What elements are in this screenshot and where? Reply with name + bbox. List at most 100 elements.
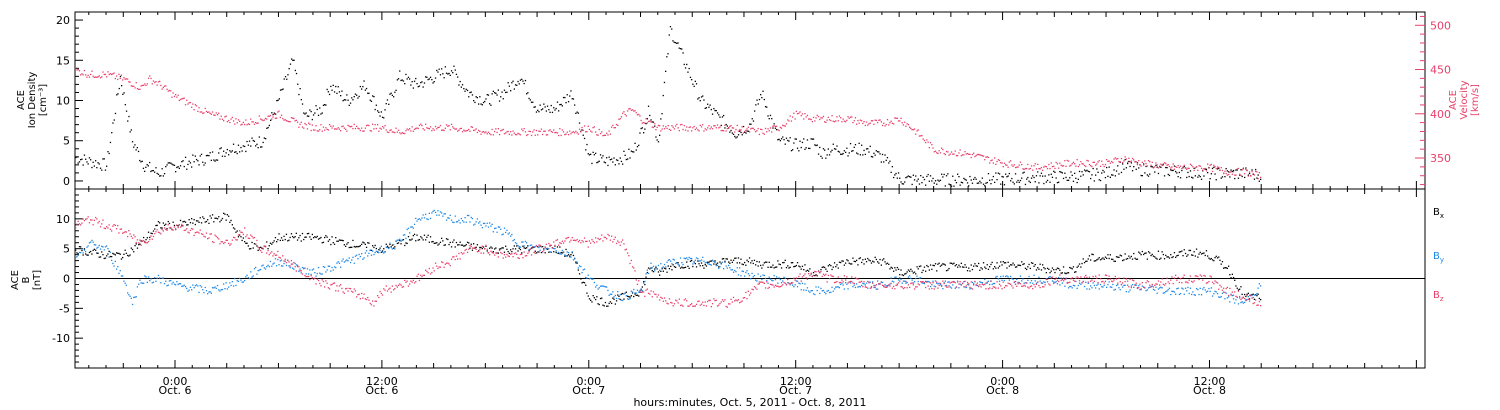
density-point — [93, 165, 95, 167]
bx-point — [868, 259, 870, 261]
density-point — [1093, 180, 1095, 182]
density-point — [698, 97, 700, 99]
density-point — [529, 99, 531, 101]
by-point — [838, 287, 841, 289]
density-point — [971, 182, 974, 184]
bx-point — [748, 257, 751, 259]
density-point — [122, 93, 124, 95]
bx-point — [161, 227, 163, 229]
density-point — [987, 173, 990, 175]
bx-point — [716, 262, 719, 264]
density-point — [622, 163, 624, 165]
bz-point — [245, 236, 247, 238]
bz-point — [819, 271, 821, 274]
velocity-point — [1138, 160, 1140, 162]
by-point — [630, 290, 632, 292]
density-point — [365, 87, 368, 90]
bx-point — [537, 246, 539, 248]
by-point — [402, 234, 405, 236]
bx-point — [723, 258, 725, 260]
by-point — [599, 285, 602, 287]
bx-point — [837, 267, 839, 269]
bx-point — [1193, 251, 1195, 253]
velocity-point — [1122, 161, 1124, 164]
density-point — [95, 160, 97, 162]
bx-point — [973, 265, 975, 267]
density-point — [150, 170, 152, 173]
velocity-point — [402, 132, 405, 134]
by-point — [178, 283, 180, 285]
density-point — [672, 40, 674, 42]
velocity-point — [372, 123, 374, 125]
by-point — [210, 292, 212, 294]
by-point — [582, 269, 584, 271]
bz-point — [165, 228, 167, 230]
by-point — [735, 271, 737, 273]
bx-point — [795, 264, 797, 267]
by-point — [932, 280, 934, 282]
bz-point — [514, 252, 517, 254]
density-point — [1209, 178, 1211, 180]
bx-point — [427, 234, 429, 236]
bx-point — [303, 238, 305, 241]
velocity-point — [218, 112, 220, 114]
bx-point — [136, 247, 139, 249]
bz-point — [205, 232, 208, 234]
density-point — [716, 112, 719, 114]
velocity-point — [156, 84, 158, 86]
velocity-point — [875, 119, 877, 122]
velocity-point — [994, 157, 996, 159]
bx-point — [1178, 251, 1180, 253]
density-point — [929, 175, 932, 177]
velocity-point — [147, 77, 150, 79]
by-point — [1114, 288, 1116, 291]
velocity-point — [521, 128, 523, 130]
by-point — [1085, 281, 1087, 283]
bz-point — [625, 248, 627, 250]
bx-point — [943, 263, 945, 265]
by-point — [1149, 286, 1151, 288]
by-point — [687, 258, 689, 261]
density-point — [172, 164, 174, 166]
velocity-point — [725, 130, 727, 132]
density-point — [232, 143, 235, 145]
bx-point — [502, 247, 504, 249]
bz-point — [804, 273, 806, 275]
bz-point — [572, 239, 575, 241]
bz-point — [278, 256, 280, 258]
bx-point — [814, 275, 816, 277]
bx-point — [1023, 263, 1025, 265]
density-point — [1163, 175, 1166, 177]
density-point — [965, 179, 967, 181]
y-tick-label: 10 — [56, 213, 70, 226]
bz-point — [319, 282, 321, 285]
bx-point — [1144, 252, 1146, 254]
bx-point — [777, 260, 779, 262]
bz-point — [628, 255, 630, 257]
by-point — [1251, 294, 1253, 296]
density-point — [768, 118, 770, 120]
velocity-point — [143, 84, 145, 86]
density-point — [772, 127, 774, 129]
by-point — [1173, 291, 1176, 293]
bx-point — [1228, 265, 1230, 267]
bx-point — [410, 239, 412, 241]
by-point — [596, 284, 598, 286]
bx-point — [267, 248, 269, 250]
density-point — [907, 175, 910, 177]
density-point — [1256, 177, 1258, 179]
velocity-point — [833, 121, 836, 123]
density-point — [1096, 168, 1098, 170]
density-point — [199, 155, 201, 157]
density-point — [410, 84, 412, 86]
by-point — [673, 259, 676, 261]
velocity-point — [1013, 164, 1015, 166]
by-point — [347, 260, 349, 262]
density-point — [720, 124, 722, 127]
velocity-point — [1102, 163, 1104, 166]
density-point — [475, 96, 477, 98]
bx-point — [833, 262, 836, 264]
bx-point — [1232, 276, 1235, 279]
density-point — [780, 138, 783, 140]
bz-point — [343, 292, 345, 294]
